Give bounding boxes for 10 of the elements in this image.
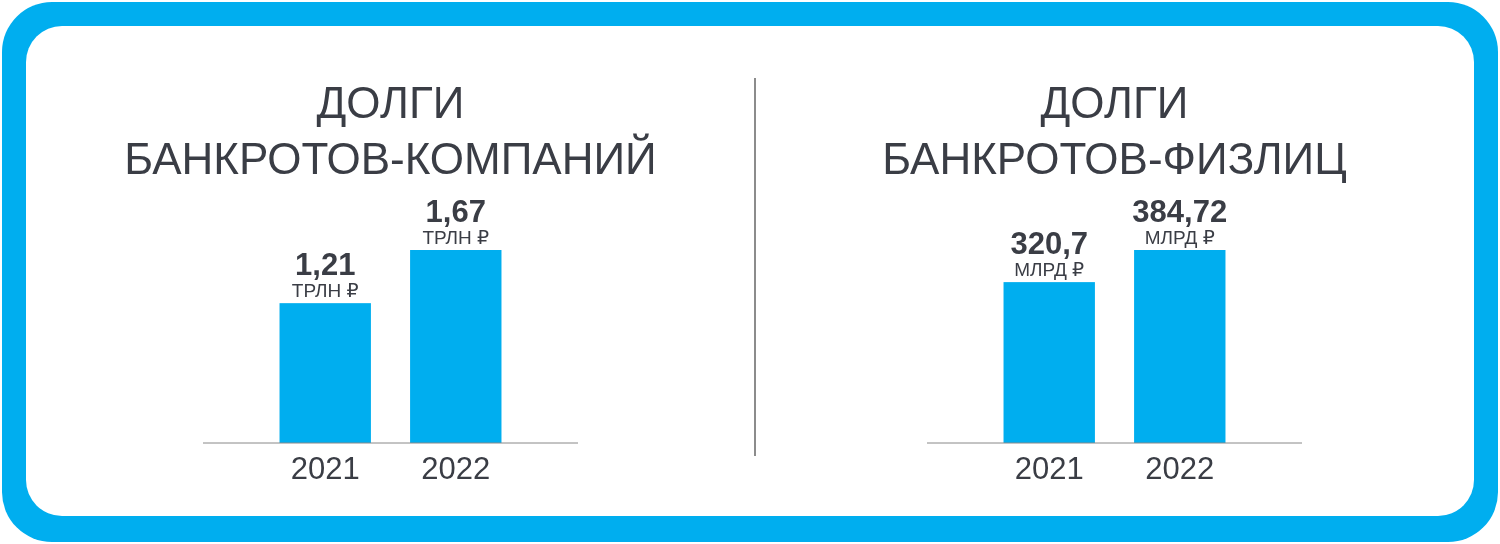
x-tick-label: 2022 [1145,451,1215,486]
data-label: 384,72 МЛРД ₽ [1132,194,1228,248]
x-tick-label: 2022 [421,451,491,486]
chart-title: ДОЛГИ БАНКРОТОВ-ФИЗЛИЦ [882,78,1347,183]
data-label: 1,21 ТРЛН ₽ [291,247,359,302]
data-label: 320,7 МЛРД ₽ [1010,226,1089,281]
x-tick-label: 2021 [1014,451,1084,486]
data-label: 1,67 ТРЛН ₽ [422,194,490,248]
chart-title: ДОЛГИ БАНКРОТОВ-КОМПАНИЙ [124,78,657,183]
x-tick-label: 2021 [290,451,360,486]
